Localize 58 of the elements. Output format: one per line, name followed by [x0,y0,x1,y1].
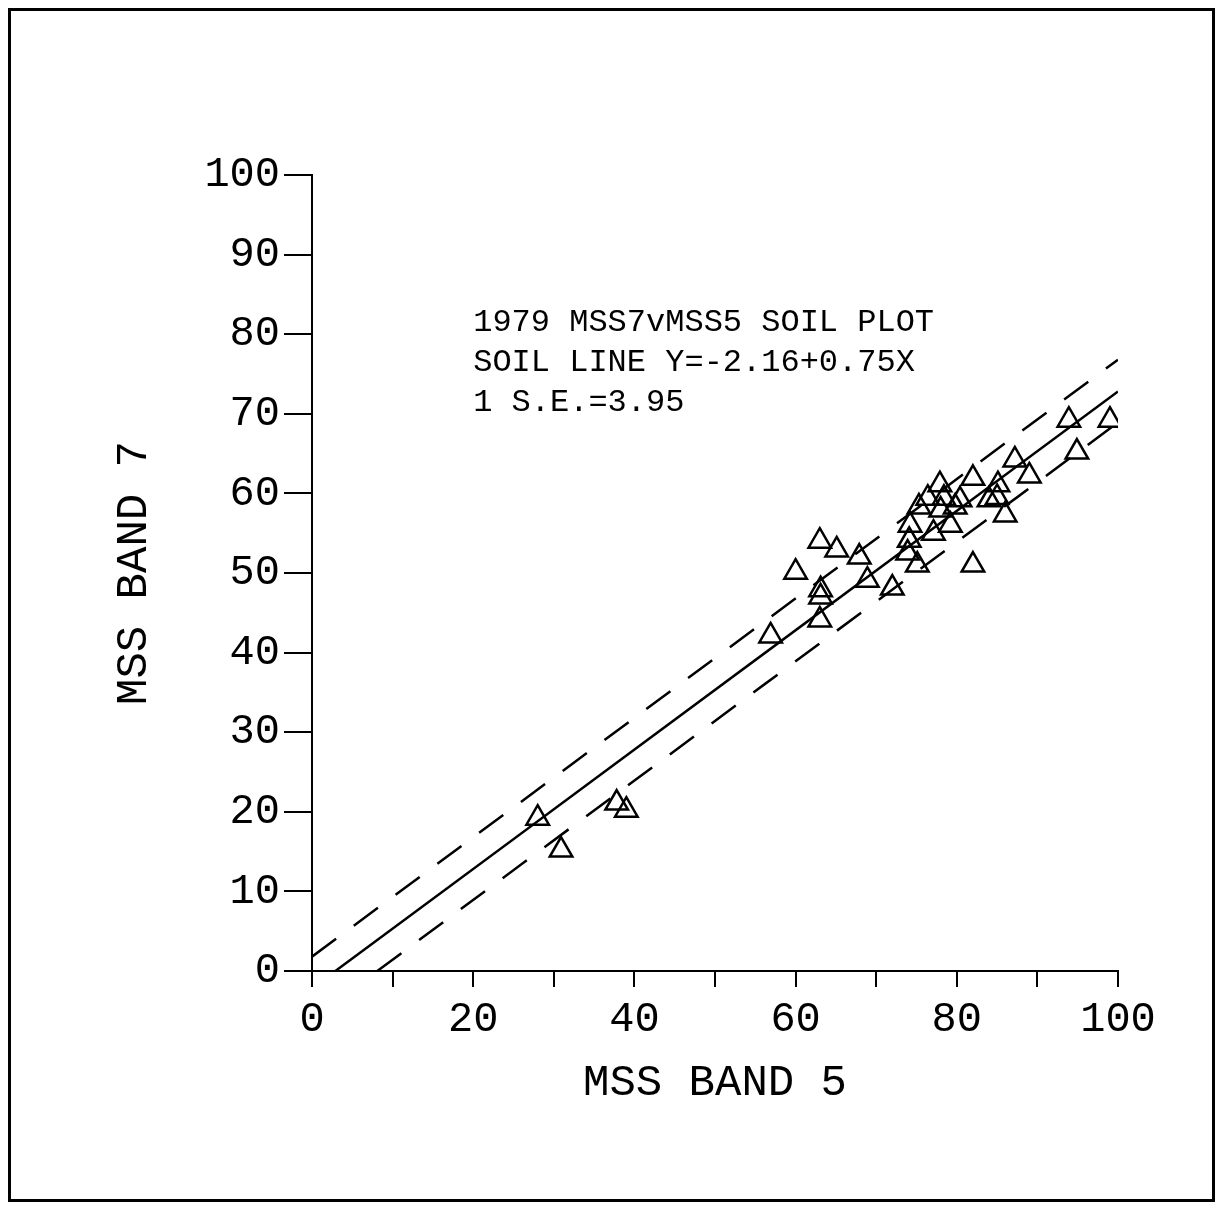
annotation: 1 S.E.=3.95 [473,383,685,421]
point [927,470,953,493]
y-axis-title: MSS BAND 7 [109,440,160,706]
x-tick-label: 20 [447,996,499,1045]
y-tick-label: 70 [229,389,280,438]
point [879,573,905,596]
point [984,483,1010,506]
point [920,518,946,541]
y-tick-label: 40 [229,628,280,677]
point [807,526,833,549]
x-tick-label: 100 [1080,996,1156,1045]
point [548,835,574,858]
y-tick-label: 20 [229,787,280,836]
y-tick-label: 80 [229,310,280,359]
y-tick-label: 50 [229,549,280,598]
point [758,621,784,644]
point [937,510,963,533]
point [931,483,957,506]
point [896,526,922,549]
point [895,538,921,561]
y-tick-label: 60 [229,469,280,518]
y-tick-label: 90 [229,230,280,279]
point [1056,405,1082,428]
point [846,542,872,565]
y-tick-label: 10 [229,867,280,916]
point [854,565,880,588]
x-tick-label: 0 [299,996,325,1045]
point [1064,437,1090,460]
point [808,582,834,605]
point [928,495,954,518]
point [824,535,850,558]
point [808,575,834,598]
point [604,788,630,811]
point [613,795,639,818]
y-tick-label: 0 [254,947,280,996]
y-tick-label: 100 [204,151,280,200]
point [904,550,930,573]
point [525,803,551,826]
y-tick-label: 30 [229,708,280,757]
point [985,470,1011,493]
point [1002,445,1028,468]
point [992,500,1018,523]
point [807,605,833,628]
point [947,485,973,508]
point [960,550,986,573]
annotation: SOIL LINE Y=-2.16+0.75X [473,343,915,381]
point [1016,461,1042,484]
x-tick-label: 40 [609,996,660,1045]
x-tick-label: 80 [931,996,983,1045]
point [976,485,1002,508]
point [960,464,986,487]
x-axis-title: MSS BAND 5 [582,1058,848,1109]
point [906,492,932,515]
point [897,510,923,533]
x-tick-label: 60 [770,996,821,1045]
point [783,557,809,580]
point [942,492,968,515]
annotation: 1979 MSS7vMSS5 SOIL PLOT [473,303,935,341]
